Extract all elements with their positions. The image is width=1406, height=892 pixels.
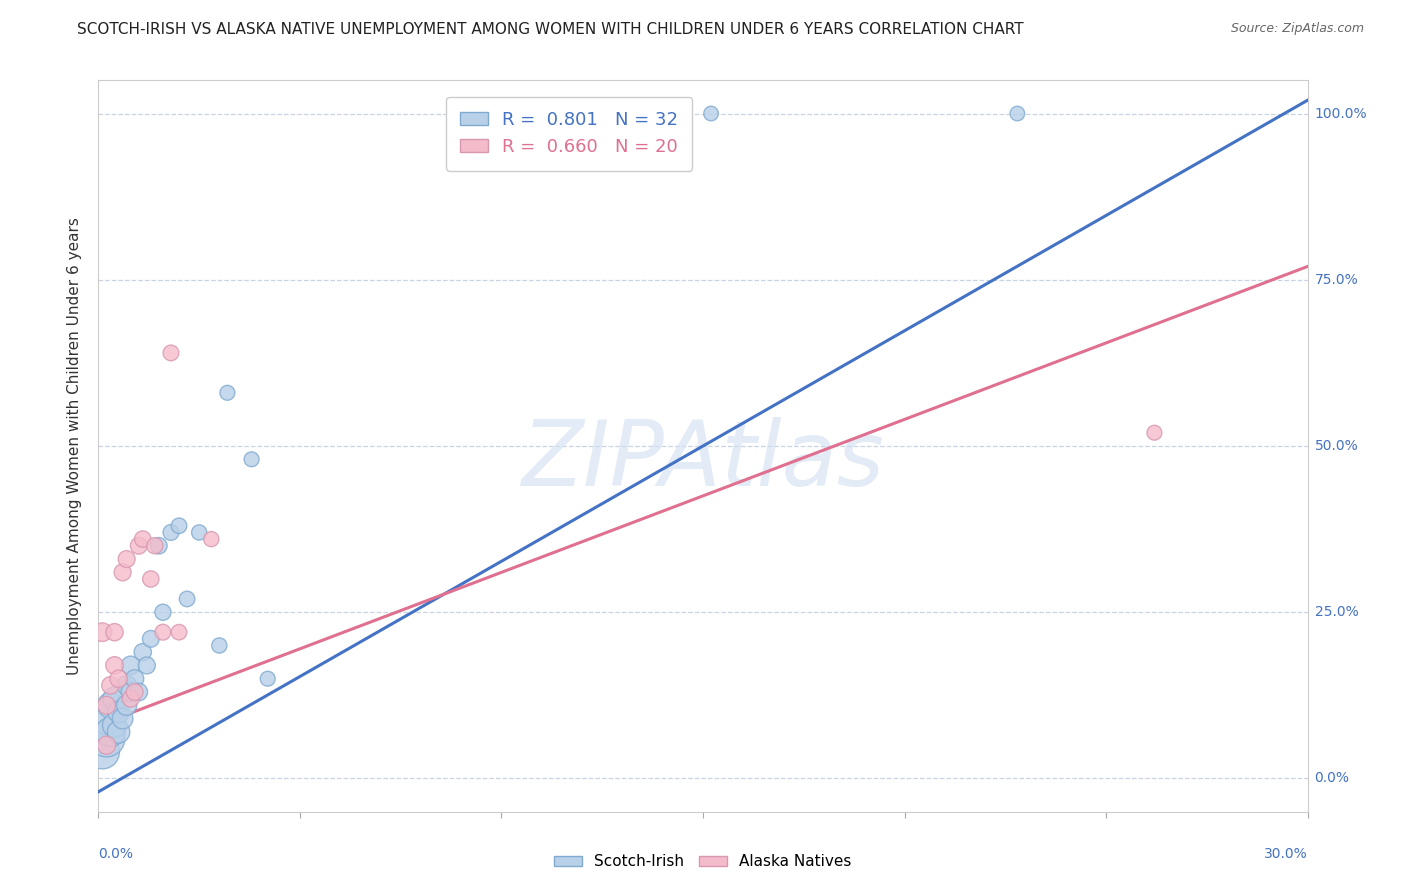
- Point: [100, 698, 122, 713]
- Point: [120, 658, 142, 673]
- Legend: R =  0.801   N = 32, R =  0.660   N = 20: R = 0.801 N = 32, R = 0.660 N = 20: [446, 96, 692, 170]
- Point: [103, 691, 125, 706]
- Text: 50.0%: 50.0%: [1315, 439, 1358, 453]
- Text: Source: ZipAtlas.com: Source: ZipAtlas.com: [1230, 22, 1364, 36]
- Point: [551, 106, 574, 120]
- Text: 0.0%: 0.0%: [98, 847, 134, 861]
- Point: [96, 738, 118, 752]
- Point: [160, 525, 183, 540]
- Point: [208, 639, 231, 653]
- Point: [200, 532, 222, 546]
- Text: 30.0%: 30.0%: [1264, 847, 1308, 861]
- Text: SCOTCH-IRISH VS ALASKA NATIVE UNEMPLOYMENT AMONG WOMEN WITH CHILDREN UNDER 6 YEA: SCOTCH-IRISH VS ALASKA NATIVE UNEMPLOYME…: [77, 22, 1024, 37]
- Point: [115, 552, 138, 566]
- Point: [132, 645, 155, 659]
- Point: [100, 678, 122, 692]
- Point: [152, 605, 174, 619]
- Point: [107, 672, 129, 686]
- Point: [96, 698, 118, 713]
- Point: [91, 625, 114, 640]
- Point: [143, 539, 166, 553]
- Point: [124, 672, 146, 686]
- Point: [132, 532, 155, 546]
- Point: [188, 525, 211, 540]
- Point: [120, 685, 142, 699]
- Point: [160, 346, 183, 360]
- Legend: Scotch-Irish, Alaska Natives: Scotch-Irish, Alaska Natives: [548, 848, 858, 875]
- Point: [96, 731, 118, 746]
- Point: [111, 712, 134, 726]
- Point: [128, 539, 150, 553]
- Point: [111, 566, 134, 580]
- Point: [107, 725, 129, 739]
- Point: [96, 712, 118, 726]
- Point: [100, 725, 122, 739]
- Point: [176, 591, 198, 606]
- Point: [256, 672, 278, 686]
- Point: [167, 625, 190, 640]
- Point: [139, 572, 162, 586]
- Point: [103, 625, 125, 640]
- Text: 100.0%: 100.0%: [1315, 106, 1367, 120]
- Point: [139, 632, 162, 646]
- Point: [103, 718, 125, 732]
- Point: [148, 539, 170, 553]
- Point: [240, 452, 263, 467]
- Point: [124, 685, 146, 699]
- Point: [103, 658, 125, 673]
- Point: [115, 698, 138, 713]
- Point: [217, 385, 239, 400]
- Point: [107, 705, 129, 719]
- Text: ZIPAtlas: ZIPAtlas: [522, 417, 884, 505]
- Point: [152, 625, 174, 640]
- Point: [115, 678, 138, 692]
- Text: 25.0%: 25.0%: [1315, 606, 1358, 619]
- Point: [135, 658, 157, 673]
- Text: 0.0%: 0.0%: [1315, 772, 1350, 786]
- Point: [1143, 425, 1166, 440]
- Point: [128, 685, 150, 699]
- Text: 75.0%: 75.0%: [1315, 273, 1358, 286]
- Y-axis label: Unemployment Among Women with Children Under 6 years: Unemployment Among Women with Children U…: [67, 217, 83, 675]
- Point: [120, 691, 142, 706]
- Point: [91, 745, 114, 759]
- Point: [167, 518, 190, 533]
- Point: [700, 106, 723, 120]
- Point: [1007, 106, 1029, 120]
